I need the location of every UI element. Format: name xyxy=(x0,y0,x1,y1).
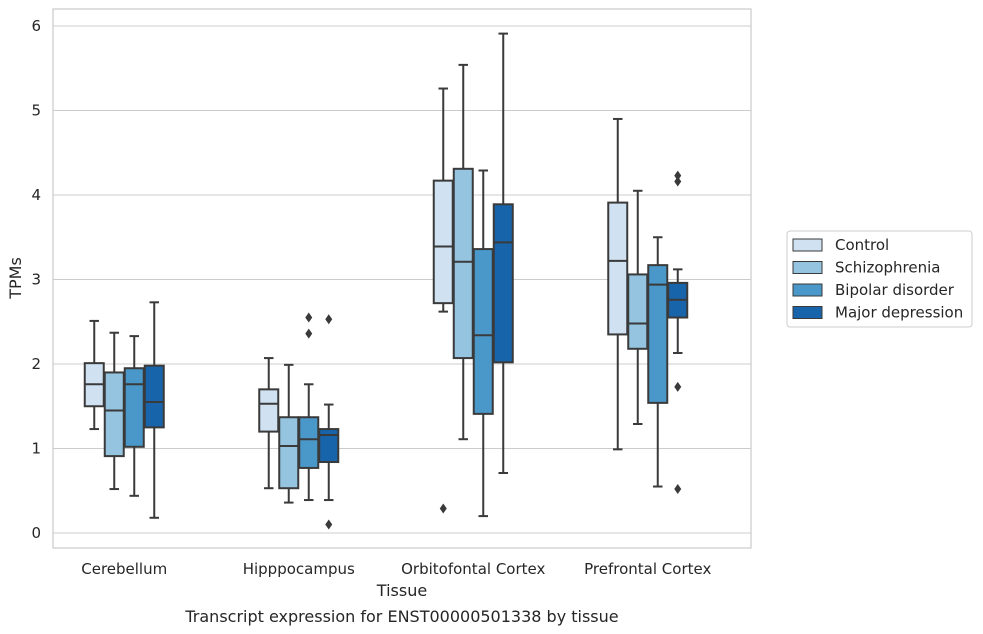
outlier-point xyxy=(674,484,682,495)
outlier-point xyxy=(305,328,313,339)
x-tick-label: Hipppocampus xyxy=(243,560,355,578)
legend-frame xyxy=(786,230,973,328)
box-body xyxy=(278,416,300,490)
x-axis-ticks: Cerebellum Hipppocampus Orbitofontal Corte… xyxy=(81,560,711,578)
legend-swatch xyxy=(792,283,823,297)
box-body xyxy=(123,367,145,448)
y-tick-label: 0 xyxy=(31,524,41,542)
legend-swatch xyxy=(792,238,823,252)
x-tick-label: Cerebellum xyxy=(81,560,167,578)
box-body xyxy=(103,371,125,458)
box xyxy=(432,87,454,514)
box-body xyxy=(432,179,454,305)
x-axis-title: Tissue xyxy=(376,581,427,600)
y-tick-label: 6 xyxy=(31,17,41,35)
box xyxy=(143,301,165,519)
series-bipolar-disorder xyxy=(123,169,669,518)
box-body xyxy=(607,201,629,336)
box xyxy=(472,169,494,518)
box-body xyxy=(627,273,649,350)
box-body xyxy=(647,264,669,404)
box xyxy=(452,63,474,441)
outlier-point xyxy=(674,176,682,187)
legend: Control Schizophrenia Bipolar disorder Majo… xyxy=(786,230,973,328)
box-body xyxy=(318,428,340,464)
legend-label: Control xyxy=(835,236,889,254)
y-tick-label: 3 xyxy=(31,271,41,289)
chart-caption: Transcript expression for ENST0000050133… xyxy=(184,607,618,626)
outlier-point xyxy=(674,381,682,392)
legend-label: Bipolar disorder xyxy=(835,281,955,299)
box-body xyxy=(472,248,494,415)
box xyxy=(667,170,689,495)
gridlines xyxy=(53,25,751,534)
outlier-point xyxy=(325,314,333,325)
y-tick-label: 4 xyxy=(31,186,41,204)
box-series xyxy=(83,32,689,530)
box xyxy=(318,314,340,530)
box xyxy=(607,117,629,451)
outlier-point xyxy=(674,170,682,181)
box xyxy=(647,236,669,488)
series-control xyxy=(83,87,629,514)
box xyxy=(492,32,514,475)
box-body xyxy=(298,416,320,469)
series-major-depression xyxy=(143,32,689,530)
y-tick-label: 1 xyxy=(31,440,41,458)
box-body xyxy=(258,388,280,433)
box-body xyxy=(452,167,474,360)
box-body xyxy=(143,364,165,429)
x-tick-label: Orbitofontal Cortex xyxy=(401,560,545,578)
outlier-point xyxy=(305,312,313,323)
box-body xyxy=(492,203,514,364)
box xyxy=(258,357,280,490)
outlier-point xyxy=(325,519,333,530)
legend-swatch xyxy=(792,261,823,274)
legend-label: Major depression xyxy=(835,304,963,322)
legend-label: Schizophrenia xyxy=(835,259,940,277)
y-tick-label: 5 xyxy=(31,102,41,120)
y-axis-title: TPMs xyxy=(6,257,25,300)
y-axis-ticks: 0 1 2 3 4 5 6 xyxy=(31,17,41,542)
outlier-point xyxy=(439,503,447,514)
y-tick-label: 2 xyxy=(31,355,41,373)
box xyxy=(298,312,320,502)
x-tick-label: Prefrontal Cortex xyxy=(584,560,711,578)
plot-area-frame xyxy=(52,8,752,549)
legend-swatch xyxy=(792,306,823,319)
